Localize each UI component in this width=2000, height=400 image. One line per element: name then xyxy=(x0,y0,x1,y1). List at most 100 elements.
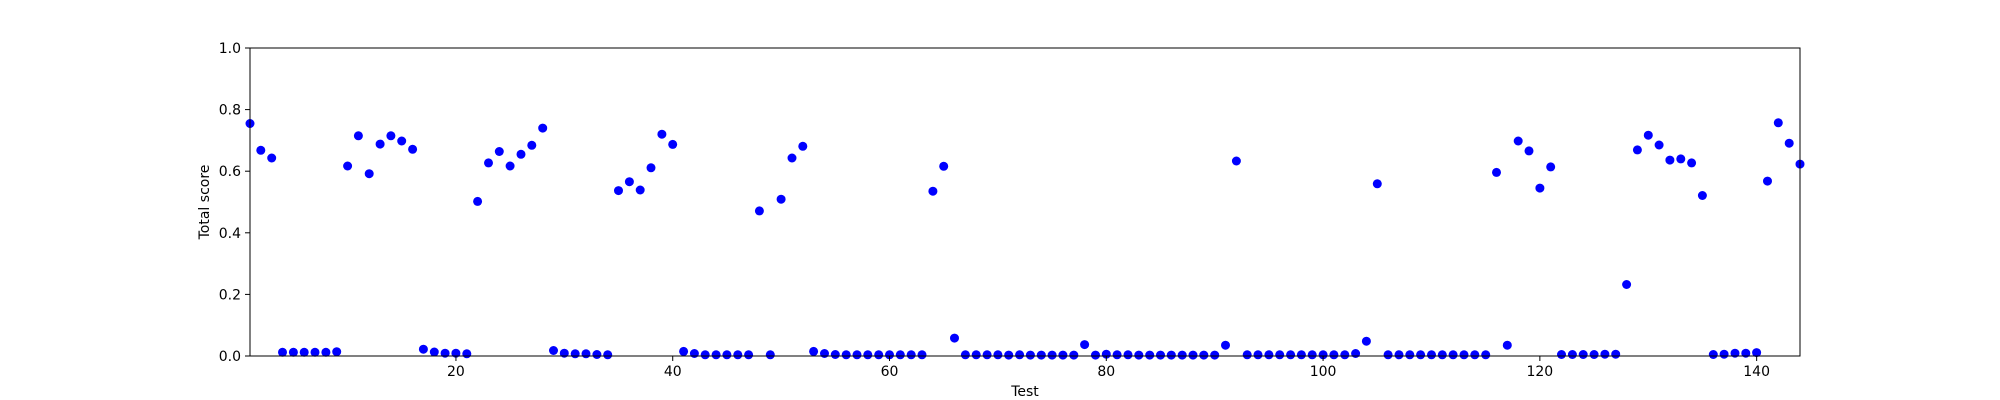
data-point xyxy=(657,129,667,139)
data-point xyxy=(570,349,580,359)
data-point xyxy=(689,349,699,358)
data-point xyxy=(1643,130,1653,140)
data-point xyxy=(1231,156,1241,166)
x-axis-ticks: 20 40 60 80 100 120 140 xyxy=(447,356,1770,380)
data-point xyxy=(1166,350,1176,360)
data-point xyxy=(1242,350,1252,360)
data-point xyxy=(1578,350,1588,359)
data-point xyxy=(776,194,786,204)
data-point xyxy=(451,348,461,358)
data-point xyxy=(1687,158,1697,168)
data-point xyxy=(1058,350,1068,360)
x-axis-label: Test xyxy=(1010,384,1039,400)
data-point xyxy=(1329,350,1339,360)
y-axis-label: Total score xyxy=(197,165,213,241)
data-point xyxy=(1589,350,1599,359)
data-point xyxy=(418,344,428,354)
data-points xyxy=(245,118,1805,360)
data-point xyxy=(267,153,277,163)
data-point xyxy=(1784,138,1794,148)
data-point xyxy=(1524,146,1534,156)
x-tick-label: 100 xyxy=(1310,364,1337,380)
data-point xyxy=(1069,350,1079,360)
data-point xyxy=(440,348,450,358)
data-point xyxy=(1741,348,1751,358)
data-point xyxy=(885,350,894,360)
data-point xyxy=(1448,350,1458,360)
data-point xyxy=(895,350,905,360)
data-point xyxy=(559,348,569,358)
data-point xyxy=(310,347,320,357)
x-tick-label: 60 xyxy=(881,364,899,380)
data-point xyxy=(1156,350,1165,360)
data-point xyxy=(1622,280,1632,289)
data-point xyxy=(1459,350,1469,360)
data-point xyxy=(1091,350,1100,360)
data-point xyxy=(1296,350,1306,360)
data-point xyxy=(733,350,743,360)
data-point xyxy=(1546,162,1556,172)
data-point xyxy=(505,161,515,171)
data-point xyxy=(754,206,764,216)
data-point xyxy=(1123,350,1133,360)
data-point xyxy=(1188,350,1198,360)
data-point xyxy=(1437,350,1447,360)
data-point xyxy=(408,144,418,154)
data-point xyxy=(917,350,927,360)
y-axis-ticks: 0.0 0.2 0.4 0.6 0.8 1.0 xyxy=(219,41,250,365)
data-point xyxy=(744,350,754,360)
data-point xyxy=(1665,155,1675,165)
data-point xyxy=(1654,140,1664,150)
x-tick-label: 80 xyxy=(1097,364,1115,380)
y-tick-label: 0.4 xyxy=(219,226,241,242)
data-point xyxy=(527,140,537,150)
x-tick-label: 140 xyxy=(1743,364,1770,380)
data-point xyxy=(397,136,407,146)
data-point xyxy=(429,347,439,357)
data-point xyxy=(1394,350,1404,360)
data-point xyxy=(830,350,840,359)
data-point xyxy=(1481,350,1491,360)
data-point xyxy=(809,346,819,356)
data-point xyxy=(852,350,862,360)
data-point xyxy=(1427,350,1436,360)
data-point xyxy=(288,347,298,357)
data-point xyxy=(332,347,342,357)
y-tick-label: 1.0 xyxy=(219,41,241,57)
data-point xyxy=(1253,350,1263,360)
data-point xyxy=(484,158,493,168)
data-point xyxy=(928,186,938,196)
data-point xyxy=(874,350,884,360)
data-point xyxy=(1318,350,1328,360)
data-point xyxy=(278,347,287,357)
data-point xyxy=(1719,349,1729,359)
data-point xyxy=(1372,179,1382,189)
data-point xyxy=(516,149,526,159)
data-point xyxy=(614,186,623,196)
data-point xyxy=(646,163,656,173)
data-point xyxy=(375,139,385,149)
data-point xyxy=(603,350,613,360)
data-point xyxy=(538,123,548,133)
data-point xyxy=(841,350,851,360)
data-point xyxy=(1221,340,1230,350)
data-point xyxy=(1199,350,1209,360)
data-point xyxy=(820,349,829,358)
data-point xyxy=(960,350,970,360)
data-point xyxy=(982,350,992,360)
data-point xyxy=(343,161,353,171)
data-point xyxy=(1361,336,1371,346)
data-point xyxy=(787,153,797,163)
data-point xyxy=(1025,350,1035,360)
data-point xyxy=(1210,350,1220,360)
y-tick-label: 0.8 xyxy=(219,103,241,119)
data-point xyxy=(1752,348,1762,358)
data-point xyxy=(592,350,602,359)
data-point xyxy=(1416,350,1426,360)
data-point xyxy=(1557,350,1566,359)
data-point xyxy=(765,350,775,360)
data-point xyxy=(1676,154,1686,164)
data-point xyxy=(1351,349,1361,358)
